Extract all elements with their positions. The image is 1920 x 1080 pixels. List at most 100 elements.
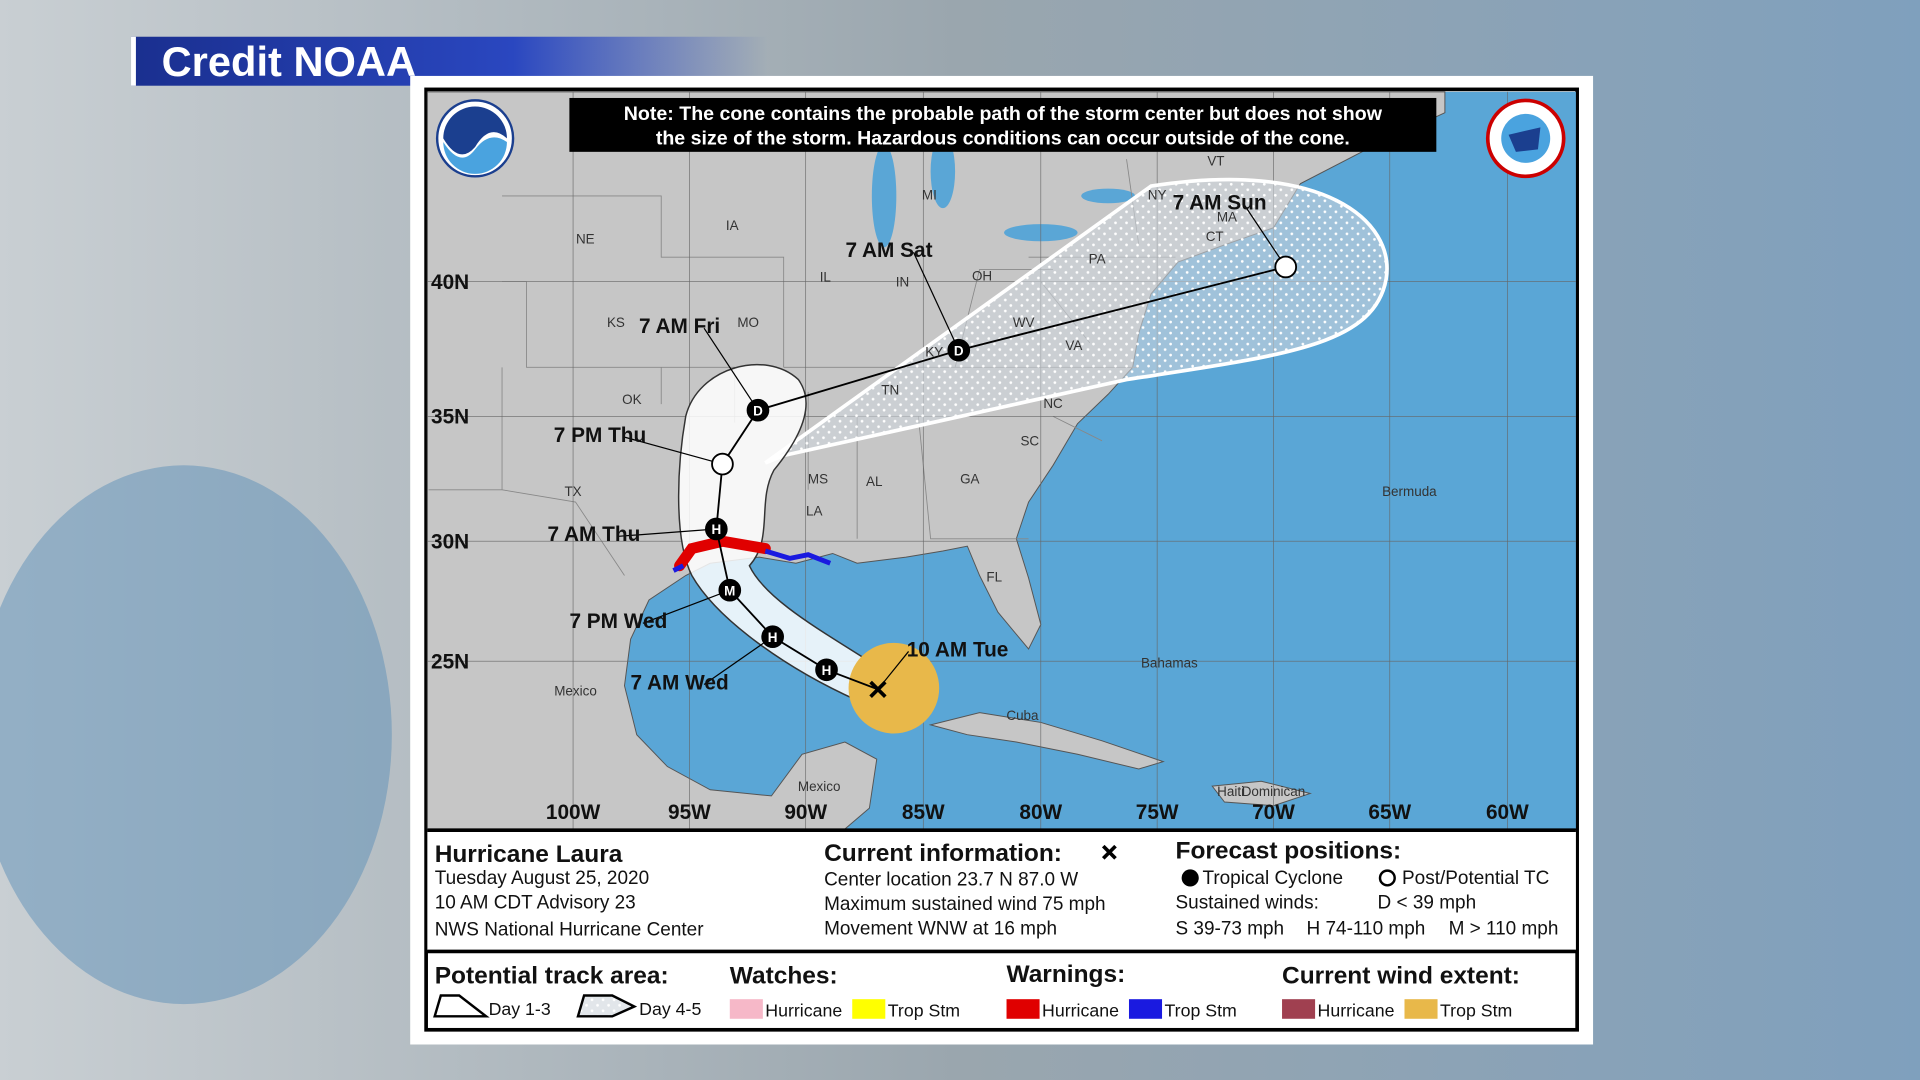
- legend-text: Trop Stm: [1440, 1000, 1512, 1020]
- forecast-time: 7 PM Thu: [554, 424, 646, 447]
- forecast-symbol: D: [954, 343, 964, 358]
- info-text: 10 AM CDT Advisory 23: [435, 893, 636, 914]
- forecast-symbol: H: [711, 522, 721, 537]
- info-text: M > 110 mph: [1449, 918, 1559, 939]
- place-label: Mexico: [554, 684, 597, 699]
- region-label: IN: [896, 275, 909, 290]
- lake: [871, 144, 897, 248]
- tropical-icon: [1181, 869, 1199, 887]
- region-label: CT: [1206, 229, 1224, 244]
- region-label: MS: [808, 472, 828, 487]
- banner-text: Credit NOAA: [162, 38, 416, 85]
- info-text: H 74-110 mph: [1307, 918, 1426, 939]
- map: 10 AM Tue H 7 AM Wed H 7 PM Wed M 7 AM Thu H 7 P…: [426, 91, 1576, 830]
- region-label: VA: [1065, 338, 1082, 353]
- region-label: SC: [1020, 434, 1039, 449]
- tropical-storm-warning: [764, 548, 832, 566]
- region-labels: NE IA KS MO OK TX MS AL GA LA FL SC NC TN KY VA WV OH IN IL…: [564, 153, 1237, 584]
- lat-label: 30N: [431, 531, 469, 554]
- info-text: Movement WNW at 16 mph: [824, 918, 1057, 939]
- state-lines: [428, 367, 625, 576]
- forecast-symbol: S: [1281, 260, 1290, 275]
- region-label: IA: [726, 218, 739, 233]
- nws-logo: [1485, 98, 1566, 179]
- forecast-time: 10 AM Tue: [907, 638, 1009, 661]
- legend-text: Hurricane: [765, 1000, 842, 1020]
- lon-label: 90W: [784, 801, 827, 824]
- lake: [1081, 188, 1136, 204]
- forecast-title: Forecast positions:: [1176, 837, 1402, 864]
- forecast-symbol: D: [753, 403, 763, 418]
- post-icon: [1378, 869, 1396, 887]
- region-label: MI: [922, 188, 937, 203]
- region-label: MO: [737, 315, 759, 330]
- lon-label: 65W: [1368, 801, 1411, 824]
- info-text: Sustained winds:: [1176, 893, 1319, 914]
- forecast-time: 7 AM Sun: [1173, 191, 1267, 214]
- banner-edge: [131, 36, 136, 86]
- cuba: [928, 712, 1165, 770]
- region-label: VT: [1207, 153, 1224, 168]
- place-label: Dominican: [1242, 784, 1306, 799]
- region-label: AL: [866, 474, 883, 489]
- lon-label: 70W: [1252, 801, 1295, 824]
- forecast-point: [746, 398, 770, 422]
- leader-line: [1243, 204, 1287, 268]
- background-blur: [0, 465, 392, 1005]
- region-label: FL: [986, 570, 1002, 585]
- noaa-logo: [435, 99, 515, 178]
- note-box: [569, 97, 1437, 152]
- lon-label: 60W: [1486, 801, 1529, 824]
- swatch: [1006, 999, 1040, 1019]
- legend-text: Day 4-5: [639, 999, 701, 1019]
- lon-label: 75W: [1136, 801, 1179, 824]
- place-labels: Bermuda Bahamas Cuba Mexico Mexico HaitiDomin…: [554, 484, 1437, 799]
- forecast-time: 7 AM Thu: [547, 523, 640, 546]
- forecast-point: [1274, 255, 1298, 279]
- swatch: [1128, 999, 1163, 1019]
- lon-label: 95W: [668, 801, 711, 824]
- info-text: S 39-73 mph: [1176, 918, 1285, 939]
- hurricane-warning: [674, 535, 771, 572]
- note-line: Note: The cone contains the probable pat…: [624, 103, 1383, 125]
- leader-line: [618, 528, 717, 537]
- forecast-point: [815, 658, 838, 682]
- legend-text: Hurricane: [1318, 1000, 1395, 1020]
- legend-text: Hurricane: [1042, 1000, 1119, 1020]
- forecast-time: 7 PM Wed: [569, 610, 667, 633]
- swatch: [729, 999, 763, 1019]
- leader-line: [642, 589, 731, 624]
- region-label: OH: [972, 268, 992, 283]
- leader-line: [624, 436, 723, 465]
- legend-text: Trop Stm: [888, 1000, 960, 1020]
- forecast-point: [718, 578, 742, 602]
- day13-icon: [433, 994, 490, 1018]
- info-text: NWS National Hurricane Center: [435, 920, 704, 941]
- day45-icon: [576, 994, 638, 1018]
- cone-day-1-3: [677, 363, 886, 702]
- region-label: KY: [925, 344, 943, 359]
- region-label: MA: [1217, 210, 1237, 225]
- place-label: Cuba: [1006, 708, 1039, 723]
- info-text: Post/Potential TC: [1402, 868, 1549, 889]
- forecast-point: [947, 338, 971, 362]
- leader-line: [877, 651, 910, 690]
- lake: [930, 134, 956, 209]
- forecast-symbol: H: [768, 630, 778, 645]
- tropical-storm-warning: [672, 563, 685, 573]
- leader-line: [703, 327, 759, 411]
- storm-name: Hurricane Laura: [435, 841, 623, 868]
- region-label: OK: [622, 392, 641, 407]
- current-title: Current information:: [824, 840, 1062, 867]
- forecast-point: [711, 452, 734, 476]
- lon-label: 80W: [1019, 801, 1062, 824]
- swatch: [1282, 999, 1316, 1019]
- forecast-point: [761, 625, 784, 649]
- forecast-time: 7 AM Sat: [845, 239, 932, 262]
- lat-label: 25N: [431, 651, 469, 674]
- legend-title: Warnings:: [1007, 961, 1126, 988]
- info-panel: [427, 830, 1576, 951]
- region-label: NC: [1043, 396, 1063, 411]
